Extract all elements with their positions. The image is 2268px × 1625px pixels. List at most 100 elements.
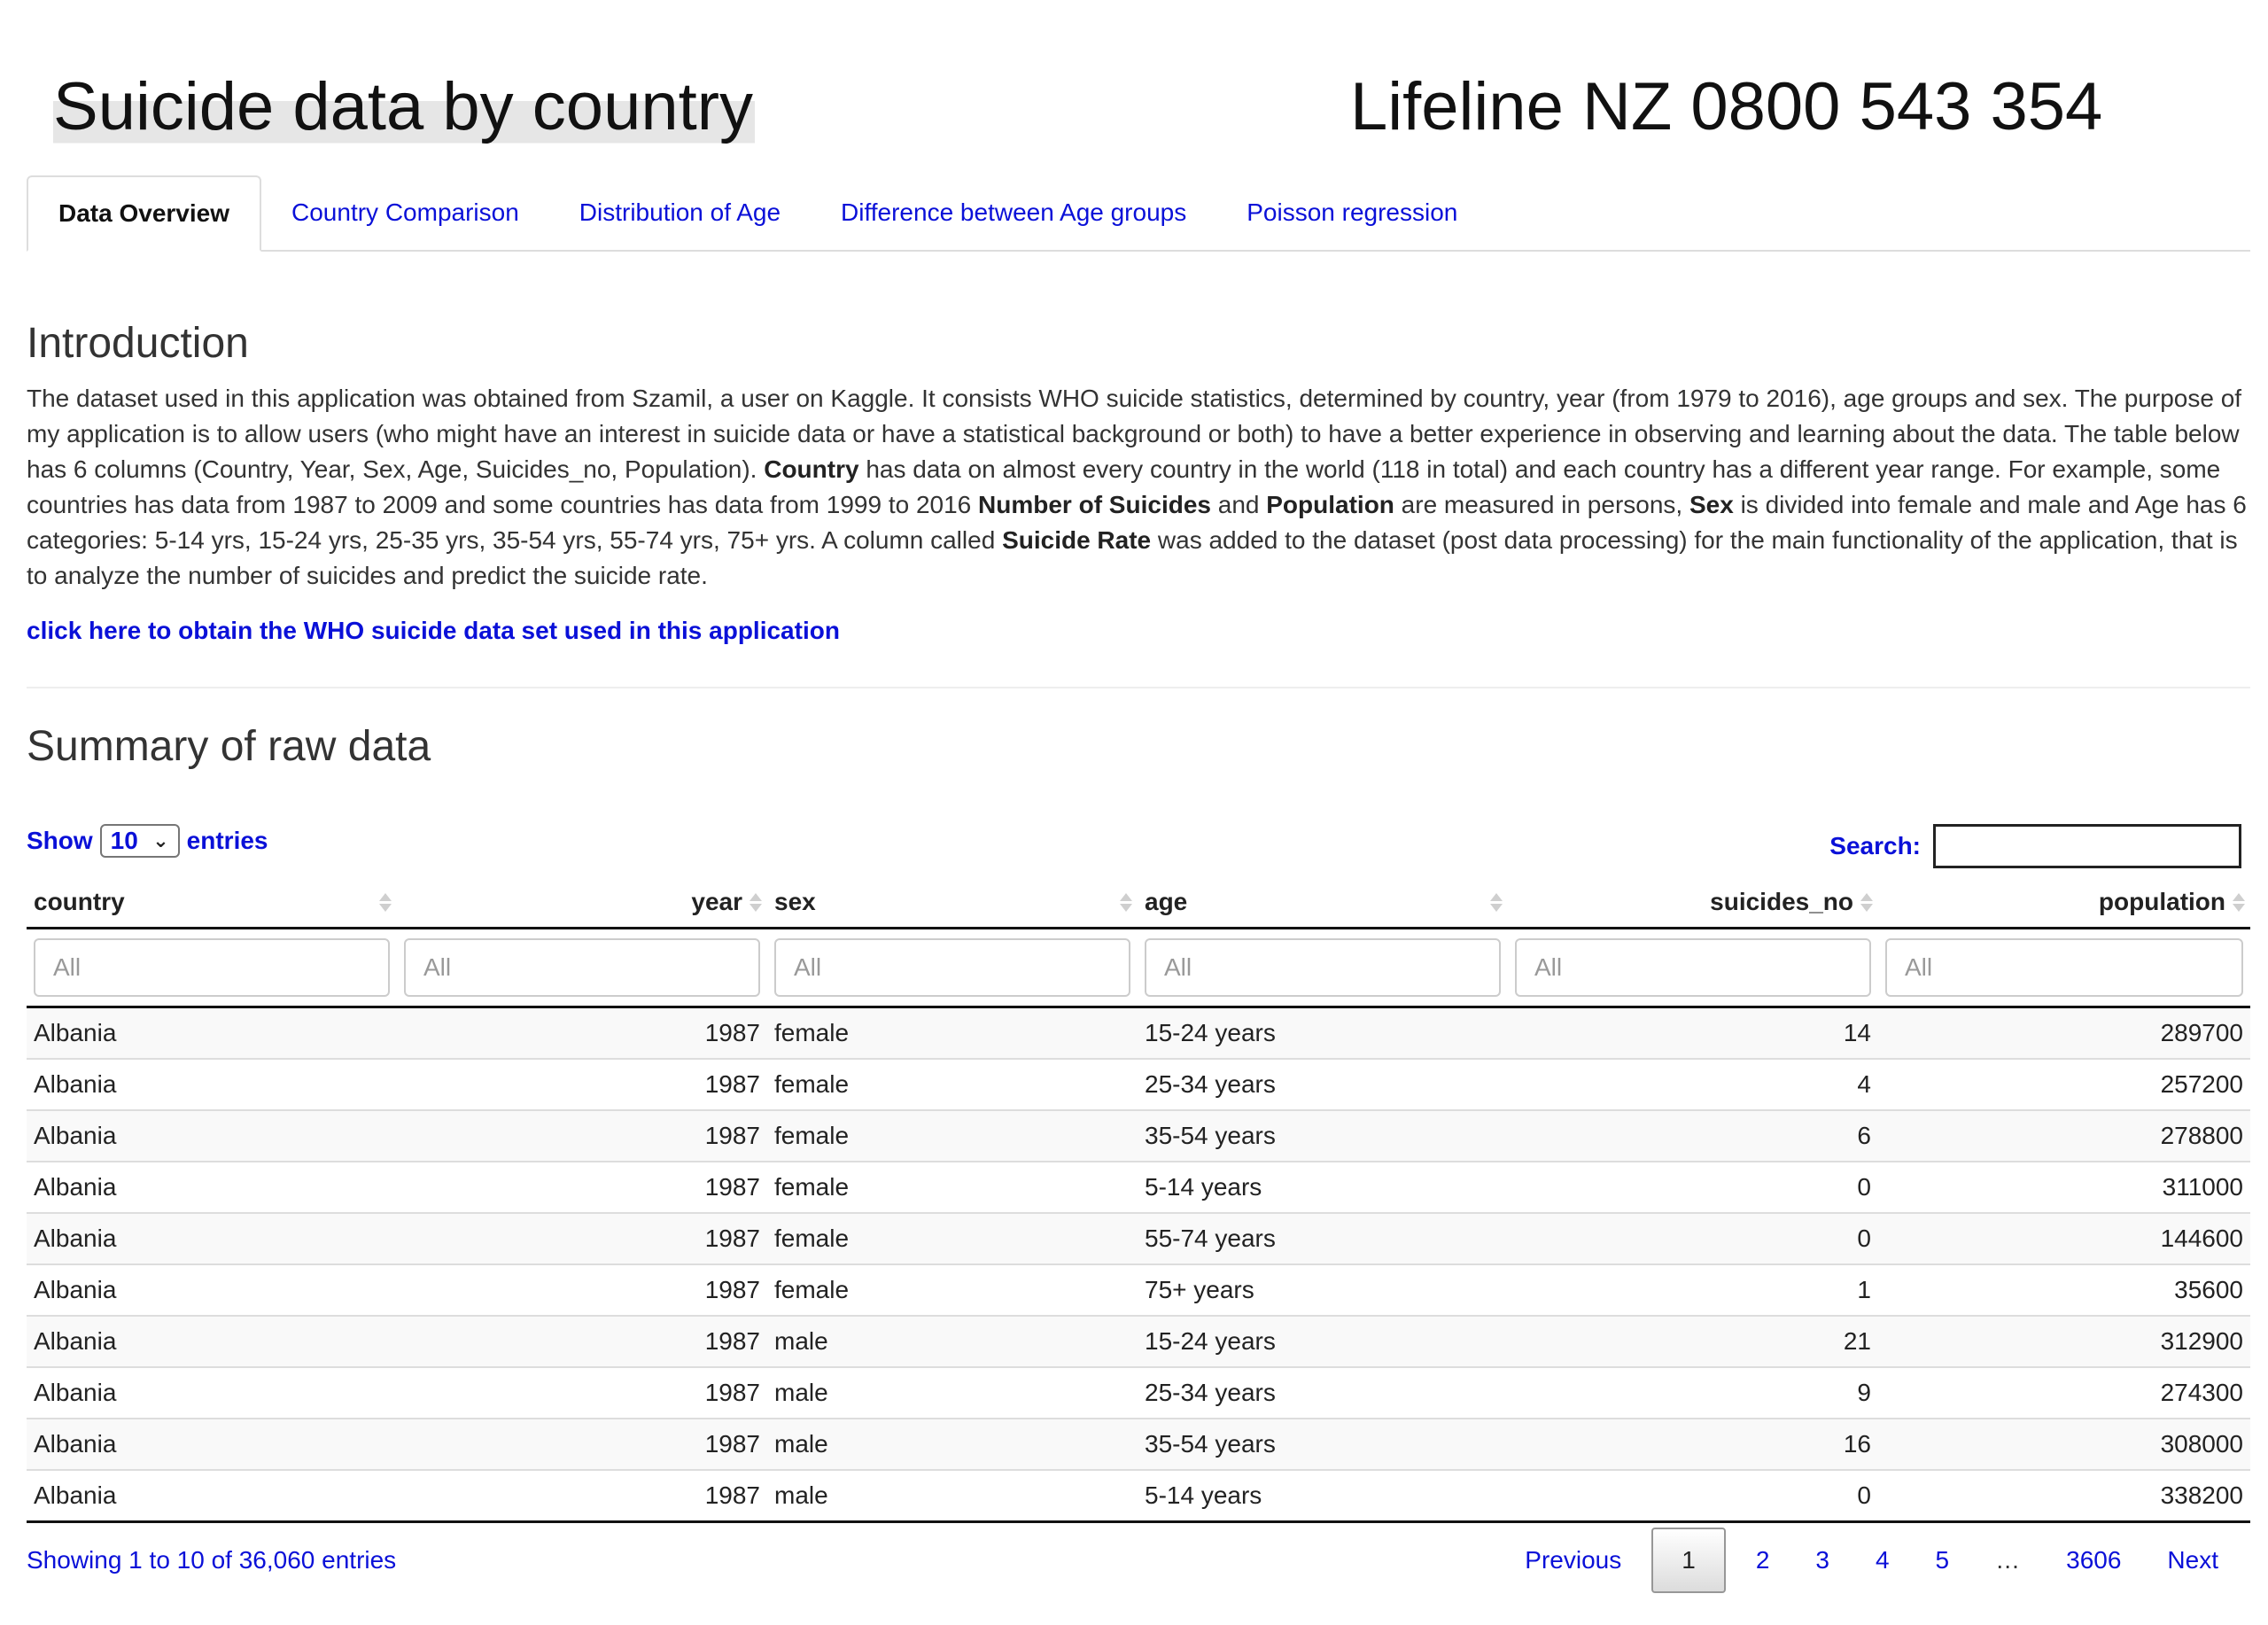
cell-age: 25-34 years xyxy=(1138,1366,1508,1419)
who-data-link[interactable]: click here to obtain the WHO suicide dat… xyxy=(27,617,840,644)
filter-cell: All xyxy=(1878,928,2250,1008)
cell-population: 289700 xyxy=(1878,1007,2250,1059)
intro-text-4: are measured in persons, xyxy=(1394,491,1689,518)
page-button[interactable]: 2 xyxy=(1755,1546,1770,1574)
entries-select[interactable]: 10 ⌄ xyxy=(99,824,180,858)
intro-bold-population: Population xyxy=(1266,491,1394,518)
table-body: Albania 1987 female 15-24 years 14 289700 Alba… xyxy=(27,1007,2250,1523)
table-row[interactable]: Albania 1987 female 55-74 years 0 144600 xyxy=(27,1212,2250,1264)
tab-poisson-regression[interactable]: Poisson regression xyxy=(1247,198,1458,226)
previous-button[interactable]: Previous xyxy=(1525,1546,1622,1574)
table-row[interactable]: Albania 1987 female 25-34 years 4 257200 xyxy=(27,1058,2250,1110)
filter-suicides-input[interactable]: All xyxy=(1515,938,1871,997)
cell-sex: male xyxy=(767,1469,1138,1523)
table-row[interactable]: Albania 1987 female 75+ years 1 35600 xyxy=(27,1263,2250,1316)
table-row[interactable]: Albania 1987 female 5-14 years 0 311000 xyxy=(27,1161,2250,1213)
tab-distribution-of-age[interactable]: Distribution of Age xyxy=(579,198,781,226)
cell-sex: male xyxy=(767,1366,1138,1419)
cell-population: 338200 xyxy=(1878,1469,2250,1523)
table-header-row: country year sex age suicides_no populat… xyxy=(27,877,2250,929)
cell-age: 5-14 years xyxy=(1138,1161,1508,1213)
filter-country-input[interactable]: All xyxy=(34,938,390,997)
cell-year: 1987 xyxy=(397,1109,767,1162)
cell-suicides-no: 4 xyxy=(1508,1058,1878,1110)
table-row[interactable]: Albania 1987 male 5-14 years 0 338200 xyxy=(27,1469,2250,1523)
cell-age: 15-24 years xyxy=(1138,1315,1508,1367)
page-button-last[interactable]: 3606 xyxy=(2066,1546,2122,1574)
filter-cell: All xyxy=(27,928,397,1008)
filter-population-input[interactable]: All xyxy=(1885,938,2243,997)
table-search: Search: xyxy=(1829,824,2241,868)
filter-age-input[interactable]: All xyxy=(1145,938,1501,997)
page-button[interactable]: 4 xyxy=(1875,1546,1890,1574)
cell-age: 35-54 years xyxy=(1138,1109,1508,1162)
intro-text-6: was added to the dataset (post data proc… xyxy=(27,526,2238,589)
column-header-suicides-no[interactable]: suicides_no xyxy=(1508,877,1878,929)
chevron-down-icon: ⌄ xyxy=(152,829,169,851)
cell-sex: male xyxy=(767,1418,1138,1470)
column-header-label: suicides_no xyxy=(1710,888,1853,915)
filter-row: All All All All All All xyxy=(27,928,2250,1008)
cell-sex: female xyxy=(767,1058,1138,1110)
cell-sex: male xyxy=(767,1315,1138,1367)
intro-text-3: and xyxy=(1210,491,1267,518)
cell-population: 35600 xyxy=(1878,1263,2250,1316)
cell-year: 1987 xyxy=(397,1058,767,1110)
cell-population: 274300 xyxy=(1878,1366,2250,1419)
intro-text-1: The dataset used in this application was… xyxy=(27,385,2242,483)
table-row[interactable]: Albania 1987 female 15-24 years 14 289700 xyxy=(27,1007,2250,1059)
filter-sex-input[interactable]: All xyxy=(774,938,1130,997)
header: Suicide data by country Lifeline NZ 0800… xyxy=(27,0,2241,173)
cell-year: 1987 xyxy=(397,1469,767,1523)
column-header-age[interactable]: age xyxy=(1138,877,1508,929)
cell-age: 75+ years xyxy=(1138,1263,1508,1316)
cell-suicides-no: 9 xyxy=(1508,1366,1878,1419)
pagination: Previous 1 2 3 4 5 … 3606 Next xyxy=(1502,1528,2241,1593)
app-title: Suicide data by country xyxy=(53,67,756,147)
cell-age: 35-54 years xyxy=(1138,1418,1508,1470)
tab-country-comparison[interactable]: Country Comparison xyxy=(291,198,519,226)
intro-text-5: is divided into female and male and Age … xyxy=(27,491,2247,554)
cell-suicides-no: 16 xyxy=(1508,1418,1878,1470)
cell-year: 1987 xyxy=(397,1007,767,1059)
next-button[interactable]: Next xyxy=(2167,1546,2218,1574)
filter-year-input[interactable]: All xyxy=(404,938,760,997)
column-header-country[interactable]: country xyxy=(27,877,397,929)
cell-year: 1987 xyxy=(397,1263,767,1316)
page-button[interactable]: 5 xyxy=(1935,1546,1950,1574)
page-button[interactable]: 3 xyxy=(1815,1546,1829,1574)
intro-bold-country: Country xyxy=(764,455,859,483)
table-row[interactable]: Albania 1987 female 35-54 years 6 278800 xyxy=(27,1109,2250,1162)
filter-cell: All xyxy=(767,928,1138,1008)
table-row[interactable]: Albania 1987 male 35-54 years 16 308000 xyxy=(27,1418,2250,1470)
lifeline-heading: Lifeline NZ 0800 543 354 xyxy=(1350,69,2103,144)
cell-sex: female xyxy=(767,1263,1138,1316)
sort-icon xyxy=(2233,890,2245,914)
table-row[interactable]: Albania 1987 male 15-24 years 21 312900 xyxy=(27,1315,2250,1367)
page-button-current[interactable]: 1 xyxy=(1651,1528,1726,1593)
cell-population: 257200 xyxy=(1878,1058,2250,1110)
cell-age: 25-34 years xyxy=(1138,1058,1508,1110)
search-input[interactable] xyxy=(1933,824,2241,868)
cell-year: 1987 xyxy=(397,1418,767,1470)
tab-data-overview[interactable]: Data Overview xyxy=(27,175,261,252)
intro-bold-rate: Suicide Rate xyxy=(1002,526,1152,554)
cell-suicides-no: 0 xyxy=(1508,1212,1878,1264)
pagination-ellipsis: … xyxy=(1995,1546,2021,1574)
table-row[interactable]: Albania 1987 male 25-34 years 9 274300 xyxy=(27,1366,2250,1419)
cell-age: 5-14 years xyxy=(1138,1469,1508,1523)
cell-age: 55-74 years xyxy=(1138,1212,1508,1264)
cell-sex: female xyxy=(767,1007,1138,1059)
tab-difference-between-age-groups[interactable]: Difference between Age groups xyxy=(841,198,1187,226)
tab-bar: Data Overview Country Comparison Distrib… xyxy=(27,175,2250,252)
cell-country: Albania xyxy=(27,1469,397,1523)
cell-year: 1987 xyxy=(397,1366,767,1419)
column-header-sex[interactable]: sex xyxy=(767,877,1138,929)
cell-country: Albania xyxy=(27,1366,397,1419)
intro-text-2: has data on almost every country in the … xyxy=(27,455,2221,518)
page: Suicide data by country Lifeline NZ 0800… xyxy=(27,0,2250,1593)
cell-country: Albania xyxy=(27,1161,397,1213)
show-entries-control: Show 10 ⌄ entries xyxy=(27,824,268,858)
column-header-year[interactable]: year xyxy=(397,877,767,929)
column-header-population[interactable]: population xyxy=(1878,877,2250,929)
